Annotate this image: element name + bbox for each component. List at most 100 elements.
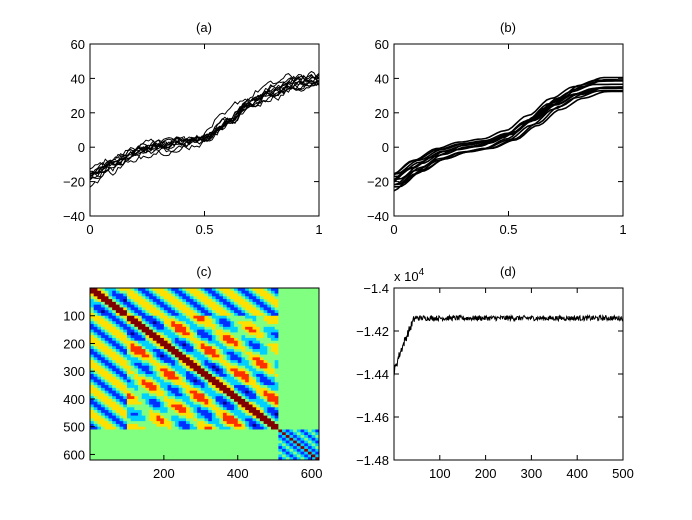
heatmap-cell — [300, 343, 305, 347]
heatmap-cell — [126, 371, 132, 375]
heatmap-cell — [215, 374, 220, 378]
heatmap-cell — [267, 401, 272, 405]
heatmap-cell — [289, 385, 294, 389]
heatmap-cell — [215, 326, 220, 331]
heatmap-cell — [304, 440, 309, 444]
heatmap-cell — [226, 293, 231, 297]
heatmap-cell — [108, 340, 113, 344]
heatmap-cell — [193, 349, 198, 353]
heatmap-cell — [193, 326, 198, 331]
heatmap-cell — [304, 379, 309, 383]
heatmap-cell — [123, 312, 128, 317]
heatmap-cell — [274, 393, 279, 397]
heatmap-cell — [149, 423, 154, 428]
heatmap-cell — [267, 410, 272, 414]
heatmap-cell — [108, 337, 113, 342]
heatmap-cell — [138, 315, 143, 319]
heatmap-cell — [245, 368, 250, 372]
heatmap-cell — [315, 382, 320, 386]
heatmap-cell — [289, 382, 294, 386]
heatmap-cell — [115, 318, 120, 322]
x-tick-label: 0.5 — [499, 222, 517, 237]
heatmap-cell — [234, 321, 239, 325]
heatmap-cell — [252, 343, 257, 347]
heatmap-cell — [263, 385, 268, 389]
heatmap-cell — [285, 315, 290, 319]
heatmap-cell — [174, 385, 180, 389]
heatmap-cell — [296, 443, 301, 447]
heatmap-cell — [263, 435, 268, 439]
heatmap-cell — [222, 396, 228, 400]
heatmap-cell — [293, 404, 298, 408]
heatmap-cell — [97, 440, 102, 444]
heatmap-cell — [230, 296, 235, 300]
heatmap-cell — [304, 398, 309, 403]
heatmap-cell — [270, 393, 276, 397]
heatmap-cell — [219, 393, 224, 397]
heatmap-cell — [211, 421, 216, 425]
heatmap-cell — [160, 454, 165, 458]
heatmap-cell — [263, 312, 268, 317]
panel-d-axes-box — [393, 287, 624, 461]
heatmap-cell — [115, 312, 120, 317]
heatmap-cell — [270, 293, 276, 297]
heatmap-cell — [274, 307, 279, 311]
heatmap-cell — [93, 360, 98, 364]
heatmap-cell — [167, 437, 172, 441]
heatmap-cell — [259, 368, 264, 372]
heatmap-cell — [222, 365, 228, 369]
heatmap-cell — [160, 390, 165, 394]
heatmap-cell — [296, 288, 301, 292]
heatmap-cell — [230, 329, 235, 333]
heatmap-cell — [285, 390, 290, 394]
heatmap-cell — [186, 346, 191, 350]
heatmap-cell — [145, 401, 150, 405]
heatmap-cell — [119, 346, 124, 350]
heatmap-cell — [211, 293, 216, 297]
heatmap-cell — [208, 296, 213, 300]
heatmap-cell — [230, 301, 235, 306]
heatmap-cell — [112, 379, 117, 383]
heatmap-cell — [97, 396, 102, 400]
heatmap-cell — [160, 351, 165, 355]
heatmap-cell — [130, 365, 135, 369]
heatmap-cell — [226, 362, 231, 367]
heatmap-cell — [104, 457, 109, 461]
heatmap-cell — [104, 332, 109, 336]
heatmap-cell — [222, 446, 228, 450]
heatmap-cell — [296, 362, 301, 367]
heatmap-cell — [307, 299, 313, 303]
heatmap-cell — [178, 337, 183, 342]
heatmap-cell — [282, 451, 287, 455]
heatmap-cell — [300, 337, 305, 342]
heatmap-cell — [189, 407, 194, 411]
heatmap-cell — [204, 304, 209, 308]
heatmap-cell — [237, 387, 242, 392]
heatmap-cell — [307, 437, 313, 441]
panel-d-title: (d) — [500, 264, 516, 279]
heatmap-cell — [252, 332, 257, 336]
heatmap-cell — [219, 318, 224, 322]
heatmap-cell — [289, 326, 294, 331]
heatmap-cell — [285, 299, 290, 303]
y-tick-label: 600 — [63, 447, 85, 462]
heatmap-cell — [178, 412, 183, 417]
heatmap-cell — [241, 374, 246, 378]
heatmap-cell — [134, 318, 139, 322]
heatmap-cell — [285, 401, 290, 405]
heatmap-cell — [156, 457, 161, 461]
heatmap-cell — [263, 446, 268, 450]
heatmap-cell — [211, 443, 216, 447]
heatmap-cell — [90, 343, 95, 347]
heatmap-cell — [256, 432, 261, 436]
heatmap-cell — [307, 368, 313, 372]
heatmap-cell — [97, 398, 102, 403]
heatmap-cell — [296, 351, 301, 355]
heatmap-cell — [163, 321, 168, 325]
heatmap-cell — [311, 398, 316, 403]
heatmap-cell — [141, 398, 146, 403]
heatmap-cell — [204, 376, 209, 380]
heatmap-cell — [245, 398, 250, 403]
heatmap-cell — [160, 304, 165, 308]
heatmap-cell — [97, 412, 102, 417]
